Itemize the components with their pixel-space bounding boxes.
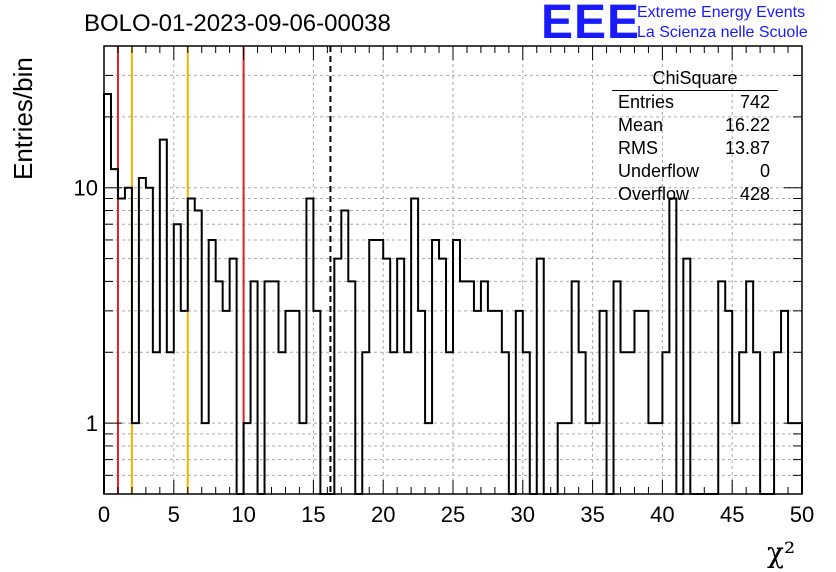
stats-value: 16.22	[724, 115, 770, 135]
x-tick-label: 20	[371, 502, 395, 527]
stats-label: Underflow	[618, 161, 700, 181]
stats-row-mean: Mean 16.22	[612, 114, 778, 137]
stats-row-rms: RMS 13.87	[612, 137, 778, 160]
stats-value: 742	[739, 92, 770, 112]
stats-title: ChiSquare	[612, 66, 778, 91]
stats-row-entries: Entries 742	[612, 91, 778, 114]
stats-box: ChiSquare Entries 742 Mean 16.22 RMS 13.…	[612, 66, 778, 206]
logo-line1: Extreme Energy Events	[637, 4, 806, 21]
marker-lines	[116, 46, 332, 494]
x-tick-label: 30	[511, 502, 535, 527]
eee-logo: EEE	[541, 0, 641, 49]
stats-row-underflow: Underflow 0	[612, 160, 778, 183]
stats-label: RMS	[618, 138, 658, 158]
chart-title: BOLO-01-2023-09-06-00038	[84, 10, 391, 37]
x-tick-label: 25	[441, 502, 465, 527]
x-tick-label: 50	[790, 502, 814, 527]
y-tick-label: 1	[86, 411, 98, 436]
stats-value: 0	[759, 161, 770, 181]
logo-line2: La Scienza nelle Scuole	[637, 24, 808, 41]
axis-ticks	[103, 46, 803, 494]
stats-label: Overflow	[618, 184, 690, 204]
x-tick-label: 5	[168, 502, 180, 527]
stats-value: 13.87	[724, 138, 770, 158]
x-axis-label: χ²	[767, 536, 796, 569]
x-tick-label: 45	[720, 502, 744, 527]
stats-row-overflow: Overflow 428	[612, 183, 778, 206]
stats-label: Mean	[618, 115, 664, 135]
stats-value: 428	[739, 184, 770, 204]
x-tick-label: 15	[301, 502, 325, 527]
x-tick-label: 0	[98, 502, 110, 527]
y-tick-label: 10	[74, 176, 98, 201]
x-tick-label: 10	[231, 502, 255, 527]
stats-label: Entries	[618, 92, 675, 112]
x-tick-label: 40	[650, 502, 674, 527]
x-tick-label: 35	[580, 502, 604, 527]
tick-labels: 0 5 10 15 20 25 30 35 40 45 50 1 10	[74, 176, 815, 527]
